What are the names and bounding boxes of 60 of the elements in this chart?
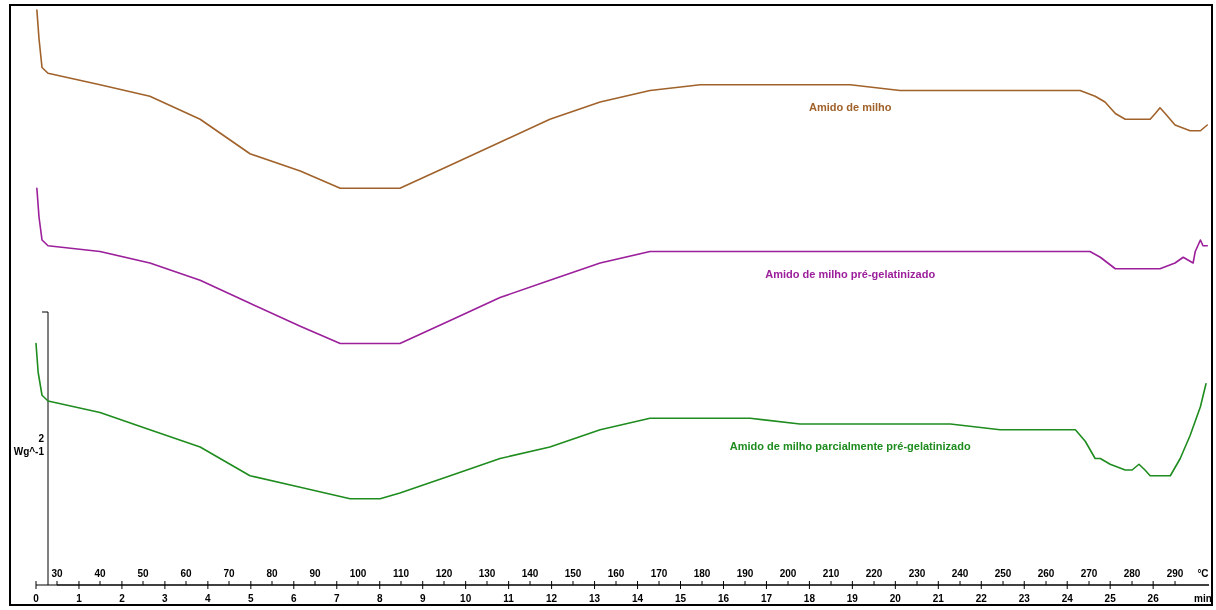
x2-tick-label: 250 — [994, 568, 1012, 579]
x-tick-label: 7 — [333, 593, 340, 604]
x2-tick-label: 200 — [779, 568, 797, 579]
x-tick-label: 1 — [76, 593, 83, 604]
x-tick-label: 15 — [674, 593, 687, 604]
x2-tick-label: 150 — [564, 568, 582, 579]
x2-tick-label: 140 — [521, 568, 539, 579]
x-tick-label: 9 — [419, 593, 426, 604]
x-tick-label: 16 — [717, 593, 730, 604]
x2-tick-label: 100 — [349, 568, 367, 579]
x2-tick-label: 60 — [180, 568, 192, 579]
x2-tick-label: 40 — [94, 568, 106, 579]
y-axis-title: 2 Wg^-1 — [13, 433, 45, 457]
x-tick-label: 5 — [248, 593, 255, 604]
x-tick-label: 20 — [889, 593, 902, 604]
series-label: Amido de milho — [808, 100, 892, 113]
x2-tick-label: 260 — [1037, 568, 1055, 579]
x2-tick-label: 120 — [435, 568, 453, 579]
x-tick-label: 6 — [291, 593, 298, 604]
x2-tick-label: 90 — [309, 568, 322, 579]
x2-tick-label: 240 — [951, 568, 969, 579]
x-tick-label: 14 — [631, 593, 644, 604]
x2-tick-label: 190 — [736, 568, 754, 579]
x2-tick-label: 80 — [266, 568, 278, 579]
x-tick-label: 3 — [162, 593, 169, 604]
x-tick-label: 18 — [803, 593, 816, 604]
x2-tick-label: 160 — [607, 568, 625, 579]
x2-tick-label: 220 — [865, 568, 883, 579]
x-tick-label: 19 — [846, 593, 859, 604]
x-tick-label: 26 — [1147, 593, 1160, 604]
x-tick-label: 4 — [205, 593, 212, 604]
x-tick-label: 25 — [1104, 593, 1117, 604]
x2-tick-label: 180 — [693, 568, 711, 579]
x2-tick-label: 130 — [478, 568, 496, 579]
x2-tick-label: 280 — [1123, 568, 1141, 579]
x-tick-label: 10 — [460, 593, 472, 604]
x-axis-title: min — [1194, 593, 1212, 604]
x2-tick-label: 170 — [650, 568, 668, 579]
x-tick-label: 21 — [932, 593, 945, 604]
x2-tick-label: 270 — [1080, 568, 1098, 579]
x2-tick-label: 230 — [908, 568, 926, 579]
x2-tick-label: 70 — [223, 568, 235, 579]
x-tick-label: 17 — [760, 593, 773, 604]
x-tick-label: 22 — [975, 593, 988, 604]
x-tick-label: 8 — [376, 593, 383, 604]
series-label: Amido de milho parcialmente pré-gelatinizado — [729, 440, 971, 452]
x-tick-label: 24 — [1061, 593, 1074, 604]
x2-tick-label: 110 — [392, 568, 410, 579]
x2-tick-label: 30 — [51, 568, 63, 579]
x2-tick-label: 290 — [1166, 568, 1184, 579]
series-label: Amido de milho pré-gelatinizado — [765, 267, 936, 280]
x-tick-label: 0 — [33, 593, 40, 604]
x2-axis-title: °C — [1197, 568, 1209, 579]
x2-tick-label: 50 — [137, 568, 149, 579]
x-tick-label: 13 — [589, 593, 601, 604]
x2-tick-label: 210 — [822, 568, 840, 579]
x-tick-label: 12 — [546, 593, 558, 604]
x-tick-label: 23 — [1018, 593, 1031, 604]
x-tick-label: 2 — [119, 593, 126, 604]
x-tick-label: 11 — [503, 593, 515, 604]
